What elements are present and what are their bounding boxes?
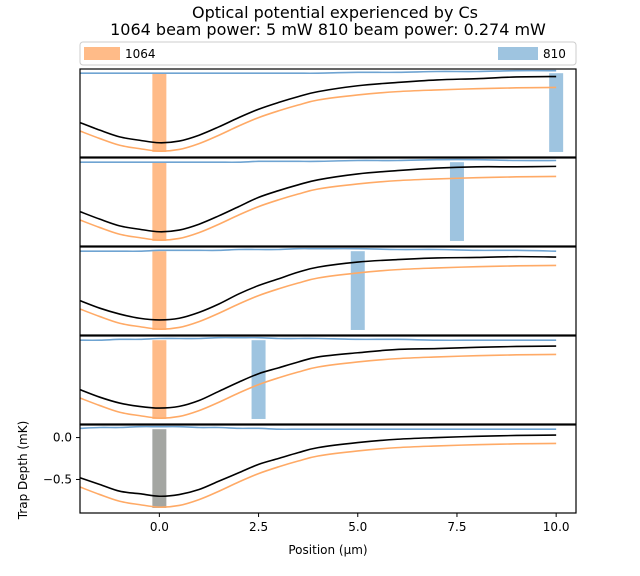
- panel-4: [79, 335, 577, 425]
- x-tick-label: 0.0: [150, 520, 169, 534]
- curve-total: [79, 434, 557, 498]
- legend-swatch-1064: [84, 47, 120, 60]
- curve-810: [79, 158, 557, 164]
- y-axis-ticks: 0.0 −0.5: [43, 431, 80, 486]
- legend-frame: [79, 41, 577, 66]
- chart-subtitle: 1064 beam power: 5 mW 810 beam power: 0.…: [110, 20, 546, 39]
- beam-1064-bar: [152, 251, 167, 330]
- panel-frame: [79, 157, 577, 247]
- y-tick-label: −0.5: [43, 472, 72, 486]
- y-axis-label: Trap Depth (mK): [16, 421, 30, 521]
- x-tick-label: 7.5: [447, 520, 466, 534]
- chart-title: Optical potential experienced by Cs: [192, 3, 478, 22]
- curve-total: [79, 75, 557, 144]
- curve-810: [79, 425, 557, 431]
- legend: 1064 810: [79, 41, 577, 66]
- beam-1064-bar: [152, 340, 167, 419]
- curve-810: [80, 69, 557, 75]
- beam-overlap-bar: [152, 429, 167, 508]
- curve-1064: [79, 353, 557, 419]
- curve-810: [79, 336, 557, 342]
- x-tick-label: 2.5: [249, 520, 268, 534]
- panel-frame: [79, 335, 577, 425]
- panel-frame: [79, 424, 577, 514]
- curve-total: [79, 345, 557, 409]
- beam-1064-bar: [152, 162, 167, 241]
- panel-2: [79, 157, 577, 247]
- panel-3: [79, 246, 577, 336]
- legend-label-1064: 1064: [125, 47, 156, 61]
- curve-total: [79, 255, 557, 321]
- y-tick-label: 0.0: [53, 431, 72, 445]
- legend-label-810: 810: [543, 47, 566, 61]
- curve-810: [79, 247, 557, 253]
- x-tick-label: 5.0: [348, 520, 367, 534]
- panel-1: [79, 68, 577, 158]
- panel-5: [79, 424, 577, 514]
- curve-1064: [79, 264, 557, 330]
- beam-810-bar: [449, 162, 464, 241]
- curve-1064: [79, 86, 557, 152]
- curve-1064: [79, 442, 557, 508]
- beam-810-bar: [251, 340, 266, 419]
- beam-810-bar: [549, 73, 564, 152]
- beam-810-bar: [350, 251, 365, 330]
- panel-frame: [79, 68, 577, 158]
- beam-1064-bar: [152, 73, 167, 152]
- panel-frame: [79, 246, 577, 336]
- x-tick-label: 10.0: [543, 520, 570, 534]
- curve-1064: [79, 175, 557, 241]
- x-axis-ticks: 0.0 2.5 5.0 7.5 10.0: [150, 513, 570, 534]
- panels: [79, 68, 577, 514]
- curve-total: [79, 165, 557, 233]
- legend-swatch-810: [498, 47, 538, 60]
- x-axis-label: Position (μm): [288, 543, 367, 557]
